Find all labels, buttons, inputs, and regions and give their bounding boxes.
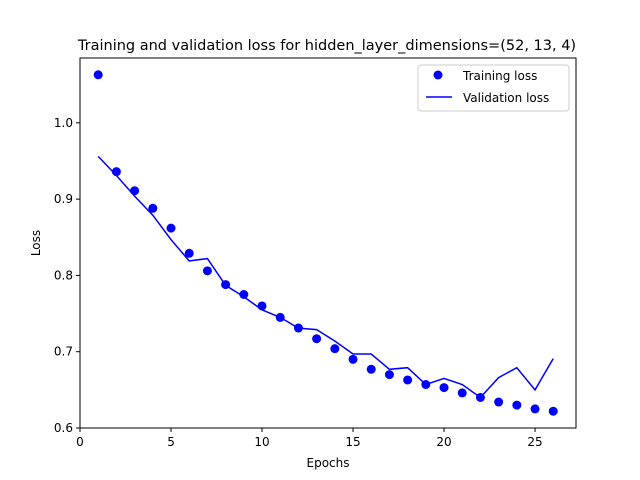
training-loss-point bbox=[494, 397, 504, 407]
x-tick-label: 20 bbox=[436, 435, 451, 449]
training-loss-point bbox=[111, 167, 121, 177]
training-loss-point bbox=[457, 388, 467, 398]
training-loss-point bbox=[530, 404, 540, 414]
training-loss-point bbox=[384, 370, 394, 380]
x-tick-label: 25 bbox=[527, 435, 542, 449]
training-loss-point bbox=[239, 289, 249, 299]
y-tick-label: 0.7 bbox=[54, 345, 73, 359]
training-loss-point bbox=[184, 248, 194, 258]
y-tick-label: 0.9 bbox=[54, 192, 73, 206]
y-tick-label: 1.0 bbox=[54, 116, 73, 130]
training-loss-point bbox=[130, 186, 140, 196]
chart-title: Training and validation loss for hidden_… bbox=[77, 38, 576, 54]
legend-marker-training bbox=[433, 70, 443, 80]
validation-loss-series bbox=[97, 155, 554, 399]
x-tick-label: 5 bbox=[167, 435, 175, 449]
training-loss-series bbox=[93, 70, 558, 416]
legend-label-training: Training loss bbox=[462, 69, 537, 83]
plot-area bbox=[79, 57, 577, 429]
x-tick-label: 0 bbox=[76, 435, 84, 449]
training-loss-point bbox=[439, 383, 449, 393]
training-loss-point bbox=[312, 334, 322, 344]
x-axis-label: Epochs bbox=[307, 456, 350, 470]
training-loss-point bbox=[548, 406, 558, 416]
training-loss-point bbox=[348, 354, 358, 364]
training-loss-point bbox=[293, 323, 303, 333]
x-tick-label: 15 bbox=[345, 435, 360, 449]
training-loss-point bbox=[202, 266, 212, 276]
plot-frame bbox=[79, 57, 577, 429]
validation-loss-line bbox=[97, 155, 554, 399]
training-loss-point bbox=[512, 400, 522, 410]
training-loss-point bbox=[421, 380, 431, 390]
training-loss-point bbox=[366, 364, 376, 374]
y-axis-label: Loss bbox=[29, 230, 43, 256]
training-loss-point bbox=[275, 312, 285, 322]
x-axis: 0 5 10 15 20 25 bbox=[76, 428, 543, 449]
training-loss-point bbox=[93, 70, 103, 80]
training-loss-point bbox=[166, 223, 176, 233]
y-tick-label: 0.6 bbox=[54, 421, 73, 435]
y-axis: 0.6 0.7 0.8 0.9 1.0 bbox=[54, 116, 80, 435]
training-loss-point bbox=[475, 392, 485, 402]
training-loss-point bbox=[403, 375, 413, 385]
legend-box bbox=[417, 64, 570, 112]
training-loss-point bbox=[330, 344, 340, 354]
x-tick-label: 10 bbox=[254, 435, 269, 449]
training-loss-point bbox=[221, 280, 231, 290]
legend: Training loss Validation loss bbox=[417, 64, 570, 112]
training-loss-point bbox=[257, 301, 267, 311]
legend-label-validation: Validation loss bbox=[463, 91, 549, 105]
y-tick-label: 0.8 bbox=[54, 268, 73, 282]
training-loss-point bbox=[148, 203, 158, 213]
